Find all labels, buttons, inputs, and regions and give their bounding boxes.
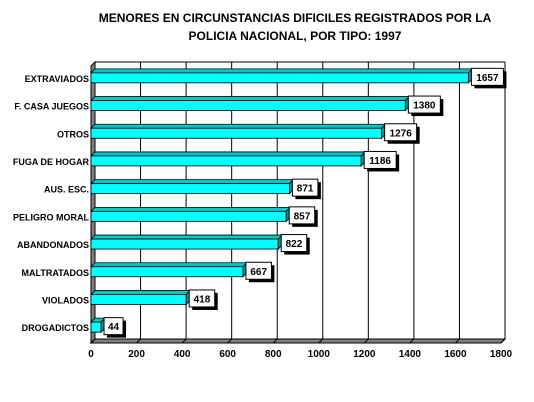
bar bbox=[90, 183, 290, 195]
floor-gridline bbox=[227, 338, 233, 344]
data-label: 418 bbox=[194, 294, 211, 305]
category-label: ABANDONADOS bbox=[17, 240, 89, 250]
category-label: F. CASA JUEGOS bbox=[14, 102, 89, 112]
bar-top bbox=[90, 68, 474, 74]
chart-title-line-1: MENORES EN CIRCUNSTANCIAS DIFICILES REGI… bbox=[99, 11, 492, 25]
bar bbox=[90, 127, 383, 139]
x-tick-label: 1600 bbox=[444, 349, 467, 360]
data-label: 1380 bbox=[413, 101, 436, 112]
floor-gridline bbox=[181, 338, 187, 344]
chart-title-line-2: POLICIA NACIONAL, POR TIPO: 1997 bbox=[189, 29, 402, 43]
data-label-box bbox=[245, 261, 272, 280]
data-label-box bbox=[188, 289, 216, 308]
data-label-box bbox=[291, 178, 319, 197]
data-label: 44 bbox=[108, 322, 120, 333]
floor-gridline bbox=[136, 338, 141, 344]
bar-top bbox=[90, 179, 295, 185]
category-label: PELIGRO MORAL bbox=[13, 212, 90, 222]
plot-area: 0 200 400 600 800 1000 1200 1400 1600 1800 EXTRAVI… bbox=[13, 60, 513, 360]
bar bbox=[90, 100, 406, 111]
bar bbox=[90, 210, 287, 222]
category-label: VIOLADOS bbox=[42, 295, 89, 305]
category-label: AUS. ESC. bbox=[44, 185, 89, 195]
x-tick-label: 0 bbox=[88, 349, 94, 360]
bar-top bbox=[90, 96, 411, 101]
data-label: 1186 bbox=[369, 156, 391, 167]
category-label: DROGADICTOS bbox=[22, 323, 89, 333]
category-label: MALTRATADOS bbox=[22, 268, 90, 278]
bar-top bbox=[90, 123, 387, 129]
x-tick-label: 400 bbox=[174, 349, 191, 360]
x-tick-label: 1400 bbox=[399, 349, 422, 360]
x-tick-label: 1200 bbox=[353, 349, 376, 360]
bar bbox=[90, 72, 469, 84]
data-label-box bbox=[407, 95, 441, 114]
data-label-box bbox=[280, 234, 308, 253]
bar-top bbox=[90, 151, 367, 157]
floor-gridline bbox=[90, 338, 96, 344]
category-label: FUGA DE HOGAR bbox=[13, 157, 90, 167]
category-label: OTROS bbox=[57, 129, 89, 139]
data-label-box bbox=[363, 150, 397, 169]
data-label-box bbox=[470, 67, 504, 86]
data-label-box bbox=[288, 206, 316, 225]
data-label-box bbox=[384, 123, 418, 142]
data-label: 1276 bbox=[390, 128, 413, 139]
x-tick-label: 200 bbox=[128, 349, 145, 360]
floor-gridline bbox=[409, 338, 415, 344]
x-tick-label: 800 bbox=[265, 349, 282, 360]
plot-floor bbox=[89, 338, 507, 344]
data-label: 822 bbox=[286, 239, 303, 250]
floor-gridline bbox=[455, 338, 460, 344]
bar bbox=[90, 294, 187, 305]
bar-top bbox=[90, 262, 248, 268]
chart-title: MENORES EN CIRCUNSTANCIAS DIFICILES REGI… bbox=[99, 11, 492, 43]
x-tick-label: 600 bbox=[219, 349, 236, 360]
x-tick-label: 1800 bbox=[490, 349, 513, 360]
bar bbox=[90, 238, 279, 250]
data-label-box bbox=[103, 317, 124, 336]
floor-gridline bbox=[318, 338, 324, 344]
bar-top bbox=[90, 234, 284, 240]
floor-gridline bbox=[363, 338, 369, 344]
bar bbox=[90, 321, 102, 333]
floor-gridline bbox=[500, 338, 506, 344]
x-tick-label: 1000 bbox=[308, 349, 331, 360]
category-label: EXTRAVIADOS bbox=[25, 74, 89, 84]
bar-top bbox=[90, 290, 192, 295]
floor-gridline bbox=[272, 338, 278, 344]
bar-top bbox=[90, 206, 292, 212]
bar bbox=[90, 266, 244, 278]
data-label: 667 bbox=[250, 267, 267, 278]
data-label: 1657 bbox=[476, 73, 499, 84]
bar bbox=[90, 155, 362, 167]
data-label: 857 bbox=[294, 211, 311, 222]
data-label: 871 bbox=[297, 184, 314, 195]
